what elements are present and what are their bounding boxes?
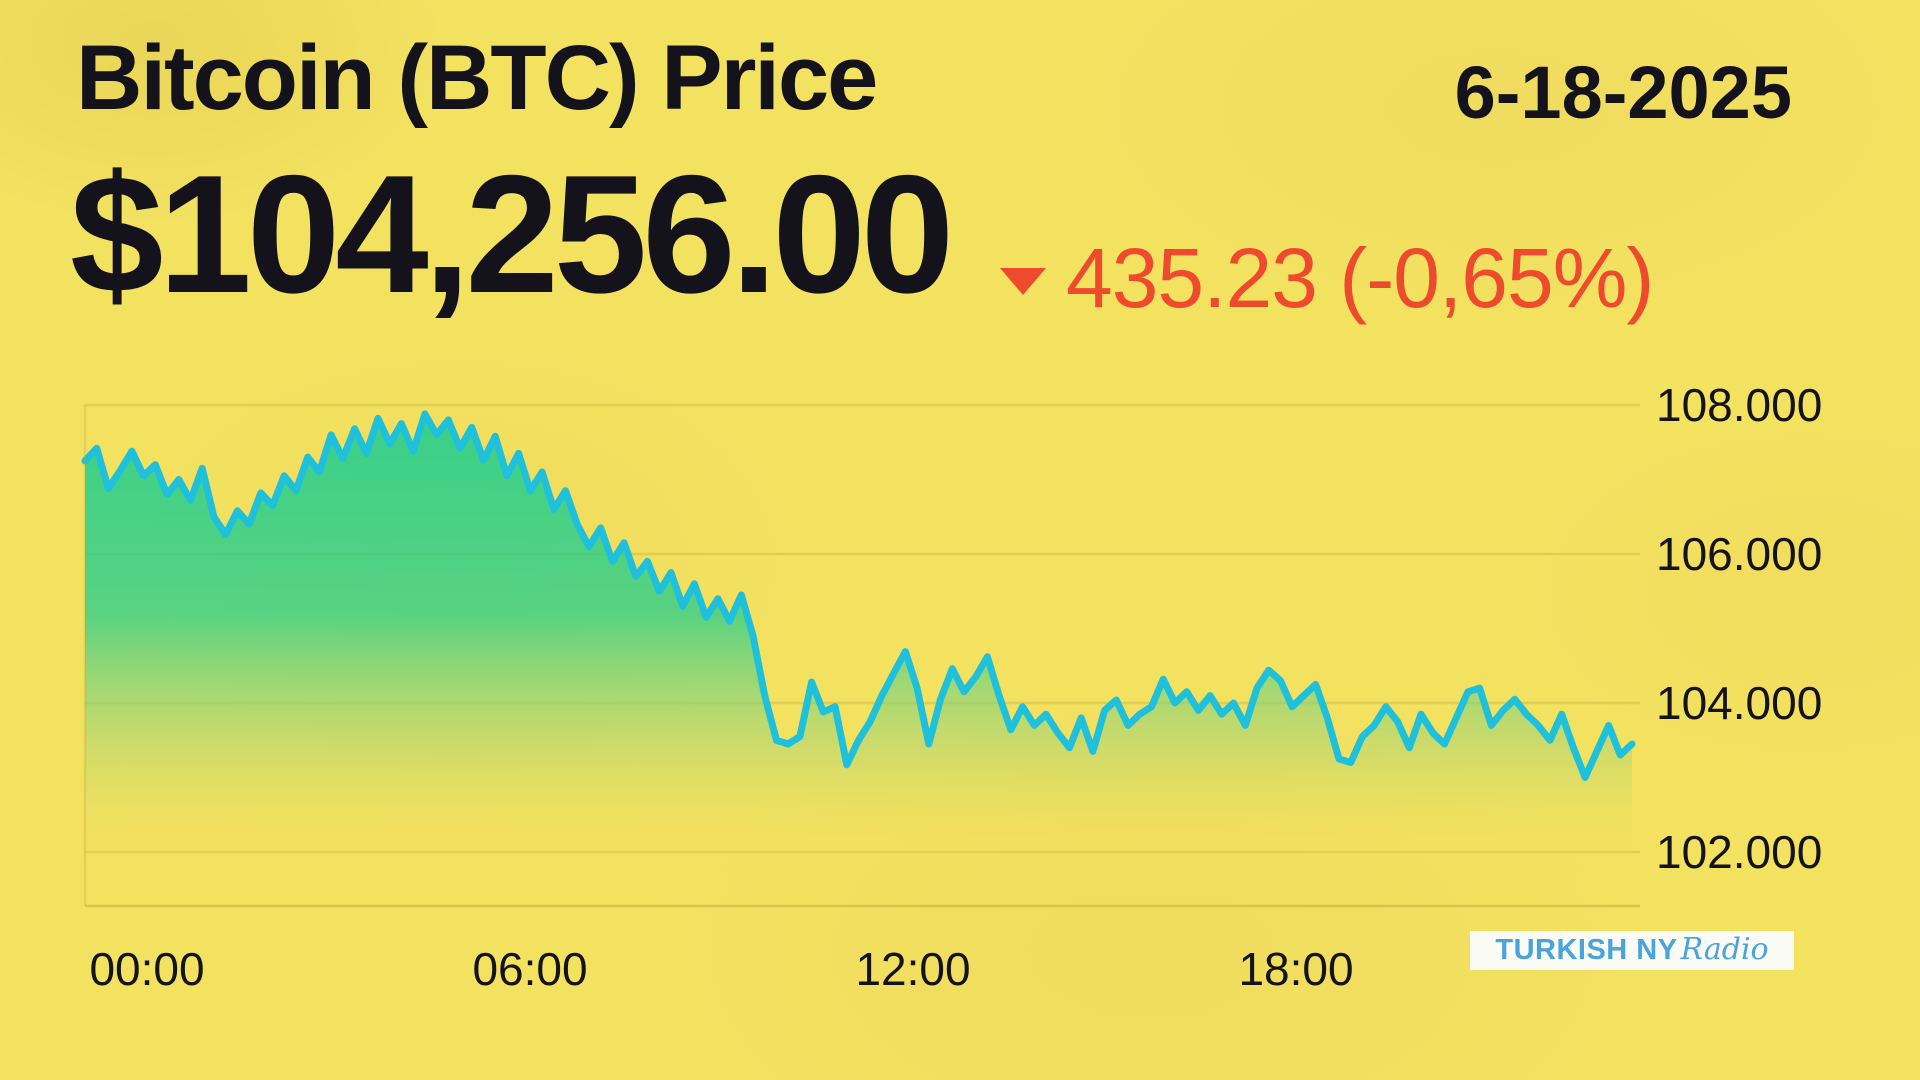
plot-area bbox=[81, 403, 1640, 908]
y-axis-label-102000: 102.000 bbox=[1656, 826, 1823, 878]
watermark-brand: TURKISH NY bbox=[1495, 934, 1678, 966]
price-change-text: 435.23 (-0,65%) bbox=[1066, 230, 1654, 325]
watermark: TURKISH NY Radio bbox=[1470, 931, 1794, 970]
price-chart-svg bbox=[81, 403, 1640, 908]
page-title: Bitcoin (BTC) Price bbox=[76, 27, 878, 129]
current-price: $104,256.00 bbox=[70, 140, 954, 328]
price-area-fill bbox=[85, 413, 1632, 906]
price-change: 435.23 (-0,65%) bbox=[1000, 231, 1654, 325]
x-axis-label-1800: 18:00 bbox=[1238, 943, 1354, 995]
watermark-script: Radio bbox=[1680, 932, 1769, 967]
date-label: 6-18-2025 bbox=[1454, 51, 1792, 134]
arrow-down-icon bbox=[1000, 267, 1046, 295]
x-axis-label-0600: 06:00 bbox=[472, 943, 588, 995]
y-axis-label-108000: 108.000 bbox=[1656, 379, 1823, 431]
x-axis-label-1200: 12:00 bbox=[855, 943, 971, 995]
price-line bbox=[81, 410, 1636, 781]
y-axis-label-104000: 104.000 bbox=[1656, 677, 1823, 729]
y-axis-label-106000: 106.000 bbox=[1656, 528, 1823, 580]
x-axis-label-0000: 00:00 bbox=[89, 943, 205, 995]
